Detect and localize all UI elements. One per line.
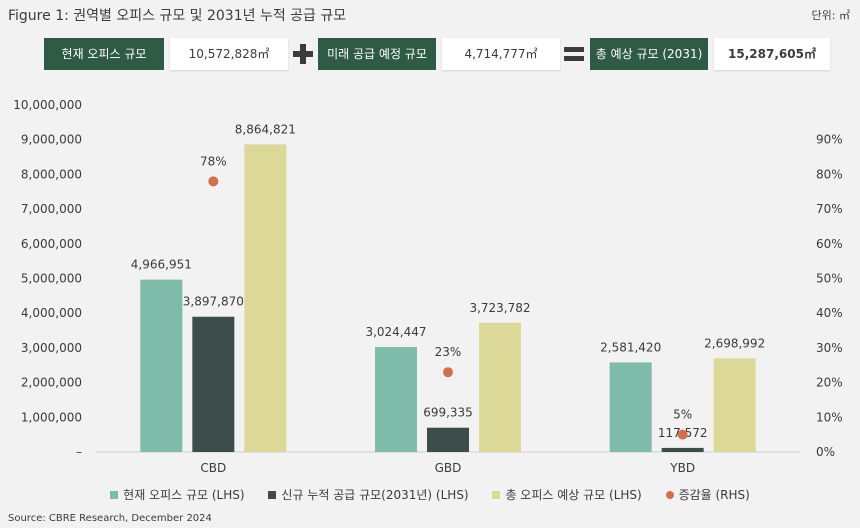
- legend-item-new-supply: 신규 누적 공급 규모(2031년) (LHS): [268, 486, 469, 503]
- rate-marker-gbd: [443, 367, 453, 378]
- bar-data-label: 8,864,821: [235, 122, 296, 136]
- bar-data-label: 2,698,992: [704, 336, 765, 350]
- current-size-label: 현재 오피스 규모: [44, 38, 164, 70]
- unit-label: 단위: ㎡: [811, 9, 850, 22]
- legend-swatch-total: [492, 491, 501, 499]
- legend-item-current: 현재 오피스 규모 (LHS): [110, 486, 245, 503]
- legend-swatch-current: [110, 491, 119, 499]
- bar-gbd-s2: [479, 322, 521, 452]
- current-size-value: 10,572,828㎡: [170, 38, 288, 70]
- legend-item-rate: 증감율 (RHS): [665, 486, 750, 503]
- bar-data-label: 699,335: [423, 406, 473, 420]
- y-right-tick-label: 60%: [816, 237, 843, 251]
- summary-bar: 현재 오피스 규모 10,572,828㎡ 미래 공급 예정 규모 4,714,…: [44, 38, 834, 72]
- y-right-tick-label: 20%: [816, 376, 843, 390]
- y-left-tick-label: 6,000,000: [21, 237, 82, 251]
- y-right-tick-label: 80%: [816, 167, 843, 181]
- y-right-tick-label: 70%: [816, 202, 843, 216]
- legend-label-total: 총 오피스 예상 규모 (LHS): [505, 488, 642, 502]
- y-right-tick-label: 90%: [816, 133, 843, 147]
- total-size-label: 총 예상 규모 (2031): [590, 38, 708, 70]
- y-right-tick-label: 10%: [816, 410, 843, 424]
- y-right-tick-label: 50%: [816, 272, 843, 286]
- future-supply-value: 4,714,777㎡: [442, 38, 560, 70]
- bar-gbd-s0: [375, 347, 417, 452]
- bar-cbd-s0: [140, 279, 183, 452]
- source-note: Source: CBRE Research, December 2024: [8, 513, 212, 524]
- bar-ybd-s0: [609, 362, 652, 452]
- legend-label-current: 현재 오피스 규모 (LHS): [123, 488, 245, 502]
- x-category-label: YBD: [669, 461, 695, 475]
- x-category-label: GBD: [435, 461, 462, 475]
- bar-ybd-s1: [661, 447, 704, 452]
- bar-ybd-s2: [713, 358, 756, 452]
- plus-icon: [293, 44, 313, 64]
- bar-chart: – 1,000,000 2,000,000 3,000,000 4,000,000 5,0…: [13, 98, 843, 475]
- rate-data-label: 23%: [435, 345, 462, 359]
- rate-data-label: 78%: [200, 154, 227, 168]
- legend-label-new-supply: 신규 누적 공급 규모(2031년) (LHS): [281, 488, 469, 502]
- legend-item-total: 총 오피스 예상 규모 (LHS): [492, 486, 642, 503]
- y-left-tick-label: 4,000,000: [21, 306, 82, 320]
- y-left-tick-label: 10,000,000: [13, 98, 82, 112]
- total-size-value: 15,287,605㎡: [714, 38, 830, 70]
- y-left-tick-label: 7,000,000: [21, 202, 82, 216]
- bar-gbd-s1: [427, 427, 469, 452]
- equals-icon: [564, 47, 584, 61]
- bar-data-label: 3,024,447: [365, 325, 426, 339]
- rate-marker-cbd: [208, 176, 219, 187]
- y-left-tick-label: 5,000,000: [21, 272, 82, 286]
- legend-swatch-rate: [665, 491, 674, 499]
- rate-marker-ybd: [677, 429, 688, 440]
- y-left-tick-label: 2,000,000: [21, 376, 82, 390]
- y-right-tick-label: 30%: [816, 341, 843, 355]
- chart-legend: 현재 오피스 규모 (LHS) 신규 누적 공급 규모(2031년) (LHS)…: [0, 486, 860, 503]
- bar-data-label: 3,897,870: [183, 295, 244, 309]
- legend-label-rate: 증감율 (RHS): [678, 488, 750, 502]
- y-left-tick-label: 8,000,000: [21, 167, 82, 181]
- bar-data-label: 3,723,782: [469, 301, 530, 315]
- y-left-tick-label: 9,000,000: [21, 133, 82, 147]
- legend-swatch-new-supply: [268, 491, 277, 499]
- x-category-label: CBD: [200, 461, 226, 475]
- bar-cbd-s2: [244, 144, 287, 452]
- bar-data-label: 4,966,951: [131, 258, 192, 272]
- chart-title: Figure 1: 권역별 오피스 규모 및 2031년 누적 공급 규모: [8, 8, 347, 24]
- future-supply-label: 미래 공급 예정 규모: [318, 38, 436, 70]
- y-left-tick-label: 3,000,000: [21, 341, 82, 355]
- bar-cbd-s1: [192, 316, 235, 452]
- y-right-tick-label: 40%: [816, 306, 843, 320]
- y-right-tick-label: 0%: [816, 445, 835, 459]
- bar-data-label: 2,581,420: [600, 340, 661, 354]
- y-left-tick-label: 1,000,000: [21, 410, 82, 424]
- rate-data-label: 5%: [673, 408, 692, 422]
- y-left-tick-label: –: [76, 445, 82, 459]
